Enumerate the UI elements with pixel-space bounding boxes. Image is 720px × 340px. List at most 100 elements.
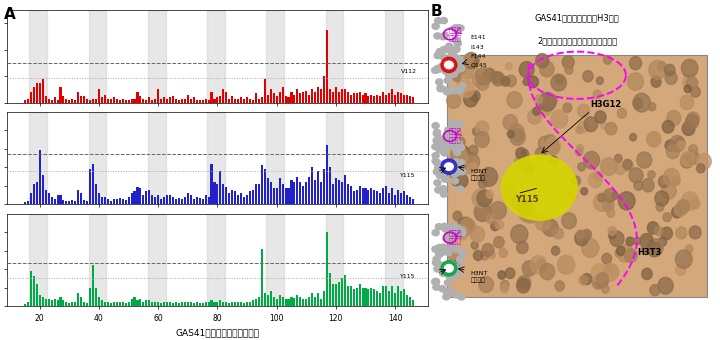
Bar <box>276 188 278 204</box>
Circle shape <box>528 76 539 88</box>
Bar <box>86 303 88 306</box>
Circle shape <box>436 172 444 178</box>
Circle shape <box>444 89 451 95</box>
Circle shape <box>544 135 556 147</box>
Bar <box>77 189 79 204</box>
Circle shape <box>666 144 680 159</box>
Text: H3NT
ポケット: H3NT ポケット <box>471 169 488 181</box>
Bar <box>361 288 364 306</box>
Bar <box>45 299 47 306</box>
Bar <box>332 92 334 103</box>
Bar <box>332 184 334 204</box>
Bar <box>374 289 375 306</box>
Text: H3G12: H3G12 <box>590 100 622 109</box>
Bar <box>243 197 245 204</box>
Circle shape <box>453 211 462 221</box>
Bar <box>412 301 414 306</box>
Text: Y115: Y115 <box>400 274 415 279</box>
Circle shape <box>472 189 489 207</box>
Bar <box>119 100 121 103</box>
Circle shape <box>562 213 577 229</box>
Circle shape <box>433 284 440 290</box>
Circle shape <box>451 171 458 177</box>
Bar <box>270 291 271 306</box>
Circle shape <box>462 157 472 169</box>
Bar <box>323 291 325 306</box>
Bar <box>326 30 328 103</box>
Bar <box>24 100 26 103</box>
Bar <box>266 112 284 204</box>
Circle shape <box>434 65 441 71</box>
Bar <box>89 10 107 103</box>
Circle shape <box>452 260 459 268</box>
Bar <box>207 302 210 306</box>
Circle shape <box>455 167 462 173</box>
Circle shape <box>453 124 460 131</box>
Circle shape <box>433 137 440 143</box>
Bar <box>320 89 322 103</box>
Bar <box>53 97 55 103</box>
Bar <box>222 184 225 204</box>
Circle shape <box>453 68 459 74</box>
Bar <box>302 92 305 103</box>
Circle shape <box>649 61 666 79</box>
Bar <box>234 99 236 103</box>
Bar <box>186 95 189 103</box>
Bar <box>273 188 275 204</box>
Bar <box>370 95 372 103</box>
Bar <box>364 188 366 204</box>
Bar <box>302 186 305 204</box>
Circle shape <box>642 268 652 279</box>
Circle shape <box>494 237 504 248</box>
Circle shape <box>499 249 508 257</box>
Circle shape <box>500 280 509 290</box>
Circle shape <box>446 223 453 230</box>
Bar <box>329 273 331 306</box>
Circle shape <box>431 67 438 73</box>
Bar <box>308 95 310 103</box>
Bar <box>384 112 402 204</box>
Circle shape <box>470 226 485 242</box>
Bar <box>347 92 348 103</box>
Circle shape <box>615 163 626 175</box>
Bar <box>403 191 405 204</box>
Circle shape <box>486 213 495 223</box>
Text: 2価認識モデル（点線は予想位置）: 2価認識モデル（点線は予想位置） <box>537 37 617 46</box>
Circle shape <box>611 192 618 199</box>
Circle shape <box>438 64 445 70</box>
Bar <box>335 87 337 103</box>
Circle shape <box>457 76 469 90</box>
Bar <box>213 99 215 103</box>
Bar <box>297 176 298 204</box>
Circle shape <box>446 43 453 49</box>
Circle shape <box>596 77 603 84</box>
Bar <box>89 100 91 103</box>
Circle shape <box>451 132 460 141</box>
Circle shape <box>459 83 466 89</box>
Circle shape <box>676 265 685 275</box>
Bar <box>225 92 228 103</box>
Circle shape <box>617 244 634 262</box>
Circle shape <box>575 148 582 156</box>
Circle shape <box>557 255 575 274</box>
Bar <box>243 99 245 103</box>
Circle shape <box>510 129 525 146</box>
Bar <box>169 97 171 103</box>
Bar <box>300 94 302 103</box>
Circle shape <box>686 77 698 89</box>
Text: Y115: Y115 <box>515 195 539 204</box>
Circle shape <box>678 141 685 150</box>
Bar <box>240 302 242 306</box>
Circle shape <box>462 153 480 171</box>
Circle shape <box>441 65 448 71</box>
Bar <box>326 232 328 306</box>
Bar <box>255 184 257 204</box>
Circle shape <box>670 135 685 152</box>
Circle shape <box>675 250 692 268</box>
Bar <box>246 195 248 204</box>
Bar <box>89 169 91 204</box>
Circle shape <box>451 25 459 31</box>
Bar <box>101 301 103 306</box>
Bar <box>234 302 236 306</box>
Bar <box>30 10 48 103</box>
